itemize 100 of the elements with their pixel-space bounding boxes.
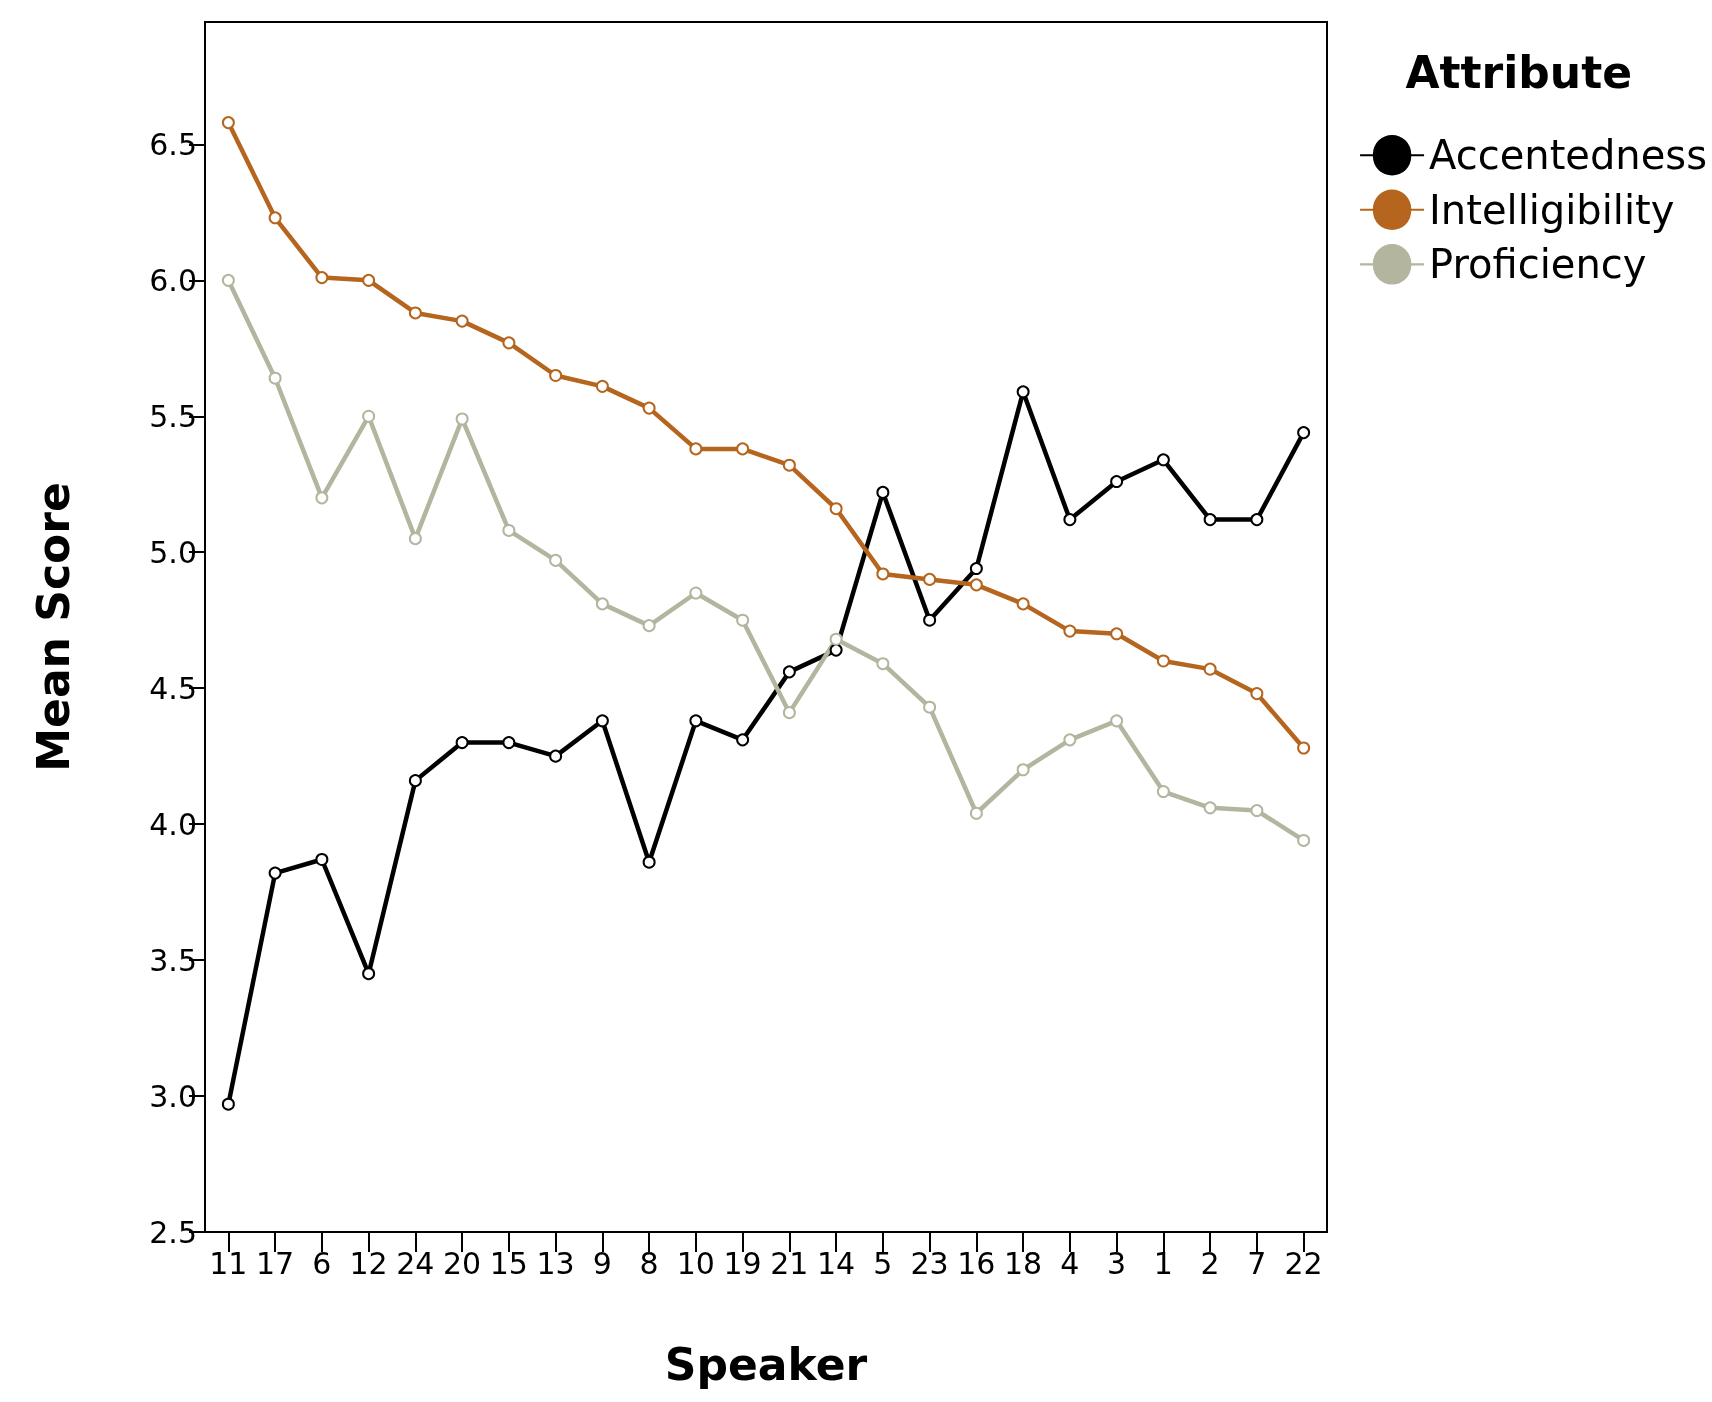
point [502,523,516,537]
x-tick-label: 5 [873,1245,893,1281]
point [1297,426,1311,440]
point [549,749,563,763]
point [782,665,796,679]
point [362,409,376,423]
point [876,657,890,671]
point [1110,714,1124,728]
point [1250,513,1264,527]
x-tick-label: 14 [817,1245,856,1281]
y-axis-title: Mean Score [27,482,79,772]
x-tick-label: 11 [209,1245,248,1281]
point [549,553,563,567]
point [642,619,656,633]
point [923,572,937,586]
y-tick-label: 2.5 [149,1214,197,1250]
y-tick-label: 5.0 [149,534,197,570]
point [876,567,890,581]
y-tick-label: 3.0 [149,1078,197,1114]
point [1063,624,1077,638]
point [782,706,796,720]
point [595,379,609,393]
x-tick-label: 4 [1060,1245,1080,1281]
x-tick-label: 22 [1284,1245,1323,1281]
point [736,613,750,627]
y-tick-label: 3.5 [149,942,197,978]
x-tick-label: 17 [256,1245,295,1281]
x-tick-label: 24 [396,1245,435,1281]
point [1016,385,1030,399]
point [736,733,750,747]
point [455,412,469,426]
point [315,271,329,285]
x-tick-label: 21 [770,1245,809,1281]
point [1110,475,1124,489]
point [1110,627,1124,641]
x-tick-label: 3 [1107,1245,1127,1281]
legend-label: Accentedness [1429,132,1708,179]
point [1203,801,1217,815]
x-tick-label: 23 [910,1245,949,1281]
x-tick-label: 18 [1004,1245,1043,1281]
x-tick-label: 9 [592,1245,612,1281]
y-tick-label: 4.0 [149,806,197,842]
point [829,643,843,657]
point [1203,662,1217,676]
x-tick-label: 6 [312,1245,332,1281]
x-tick-label: 15 [489,1245,528,1281]
point [1063,513,1077,527]
x-tick-label: 2 [1200,1245,1220,1281]
x-tick-label: 16 [957,1245,996,1281]
y-tick-label: 5.5 [149,398,197,434]
x-axis-title: Speaker [664,1338,868,1390]
point [408,532,422,546]
point [455,736,469,750]
point [315,852,329,866]
point [829,632,843,646]
point [221,116,235,130]
point [221,1097,235,1111]
point [923,700,937,714]
point [502,336,516,350]
point [1297,833,1311,847]
point [1156,785,1170,798]
point [689,714,703,728]
point [969,578,983,592]
point [736,442,750,456]
legend-label: Intelligibility [1429,186,1675,233]
x-tick-label: 7 [1247,1245,1267,1281]
point [642,855,656,869]
point [408,306,422,320]
point [1156,654,1170,668]
x-tick-label: 13 [536,1245,575,1281]
point [268,371,282,385]
point [268,211,282,225]
x-tick-label: 10 [676,1245,715,1281]
point [969,806,983,820]
point [1063,733,1077,747]
y-tick-label: 6.5 [149,126,197,162]
point [362,967,376,981]
point [362,273,376,287]
point [689,586,703,600]
legend-label: Proficiency [1429,241,1647,288]
point [1016,763,1030,777]
point [829,502,843,516]
y-tick-label: 6.0 [149,262,197,298]
point [549,368,563,382]
point [595,714,609,728]
point [1297,741,1311,755]
x-tick-label: 20 [443,1245,482,1281]
point [268,866,282,880]
x-tick-label: 12 [349,1245,388,1281]
legend-title: Attribute [1405,46,1633,98]
point [595,597,609,611]
point [1156,453,1170,467]
point [782,458,796,472]
point [1250,804,1264,818]
point [408,774,422,788]
point [969,562,983,576]
point [876,485,890,499]
point [502,736,516,750]
point [1203,513,1217,527]
y-tick-label: 4.5 [149,670,197,706]
